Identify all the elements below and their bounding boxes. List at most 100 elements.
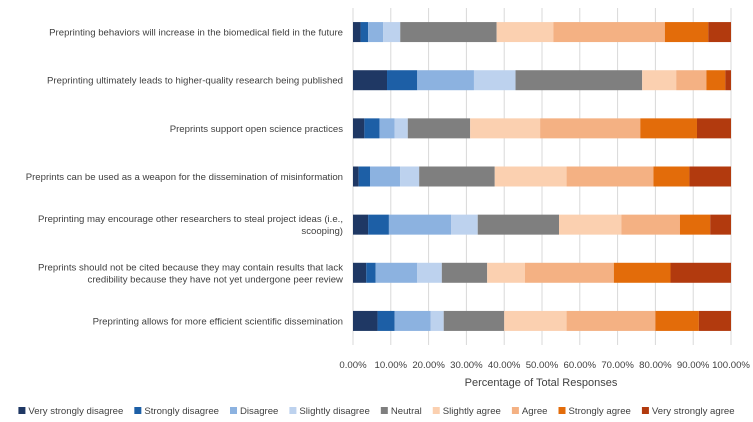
bar-segment <box>430 310 444 331</box>
x-tick-label: 50.00% <box>526 360 559 371</box>
category-label-line: Preprinting ultimately leads to higher-q… <box>47 76 343 87</box>
bar-segment <box>496 22 554 43</box>
legend-label: Strongly agree <box>569 406 631 417</box>
x-tick-labels: 0.00% 10.00% 20.00% 30.00% 40.00% 50.00% 60.00… <box>339 360 750 371</box>
legend-item: Strongly agree <box>558 406 631 417</box>
legend-label: Very strongly disagree <box>28 406 123 417</box>
bar-segment <box>470 118 541 139</box>
bar-segment <box>417 70 474 91</box>
bar-segment <box>358 166 371 187</box>
bar-segment <box>419 166 495 187</box>
bar-segment <box>689 166 731 187</box>
bar-segment <box>706 70 726 91</box>
legend-swatch <box>134 407 142 414</box>
bar-segment <box>353 310 378 331</box>
bar-segment <box>566 166 654 187</box>
legend-label: Slightly agree <box>443 406 501 417</box>
bar-segment <box>473 70 516 91</box>
x-axis-title: Percentage of Total Responses <box>465 377 618 389</box>
x-tick-label: 60.00% <box>564 360 597 371</box>
bar-segment <box>553 22 665 43</box>
x-tick-label: 30.00% <box>450 360 483 371</box>
bar-segment <box>725 70 731 91</box>
bar-segment <box>515 70 643 91</box>
legend-swatch <box>558 407 566 414</box>
bar-segment <box>642 70 677 91</box>
bar-segment <box>487 262 525 283</box>
bar-segment <box>613 262 671 283</box>
x-tick-label: 20.00% <box>412 360 445 371</box>
bar-segment <box>387 70 418 91</box>
legend-item: Agree <box>511 406 548 417</box>
bar-segment <box>400 166 420 187</box>
category-labels: Preprinting behaviors will increase in t… <box>26 28 343 328</box>
legend-swatch <box>432 407 440 414</box>
bar-segment <box>353 166 359 187</box>
bar-segment <box>407 118 471 139</box>
bar-segment <box>379 118 395 139</box>
bar-segment <box>360 22 369 43</box>
legend-label: Disagree <box>240 406 278 417</box>
legend-label: Neutral <box>391 406 422 417</box>
bar-segment <box>451 214 478 235</box>
category-label: Preprinting allows for more efficient sc… <box>93 316 343 327</box>
legend-label: Slightly disagree <box>299 406 369 417</box>
legend-swatch <box>380 407 388 414</box>
x-tick-label: 0.00% <box>339 360 367 371</box>
bar-segment <box>477 214 560 235</box>
bar-segment <box>394 310 431 331</box>
legend-swatch <box>230 407 238 414</box>
bar-segment <box>364 118 380 139</box>
x-tick-label: 70.00% <box>601 360 634 371</box>
category-label-line: credibility because they have not yet un… <box>88 274 344 285</box>
x-tick-label: 10.00% <box>375 360 408 371</box>
bar-segment <box>366 262 376 283</box>
legend-swatch <box>641 407 649 414</box>
bar-segment <box>368 214 389 235</box>
bar-segment <box>664 22 709 43</box>
bar-segment <box>670 262 731 283</box>
category-label: Preprinting may encourage other research… <box>38 214 343 237</box>
bar-segment <box>353 214 369 235</box>
category-label-line: Preprinting allows for more efficient sc… <box>93 316 343 327</box>
x-tick-label: 100.00% <box>712 360 750 371</box>
bar-segment <box>353 262 367 283</box>
bar-segment <box>621 214 680 235</box>
bar-segment <box>676 70 707 91</box>
legend-item: Strongly disagree <box>134 406 219 417</box>
category-label-line: Preprinting behaviors will increase in t… <box>49 28 343 39</box>
bar-segment <box>710 214 731 235</box>
bar-segment <box>400 22 497 43</box>
bar-segment <box>559 214 622 235</box>
legend-label: Strongly disagree <box>144 406 219 417</box>
x-tick-label: 40.00% <box>488 360 521 371</box>
legend-label: Very strongly agree <box>652 406 735 417</box>
bar-segment <box>443 310 505 331</box>
bar-segment <box>655 310 699 331</box>
bar-segment <box>653 166 690 187</box>
bar-segment <box>353 22 361 43</box>
bar-segment <box>494 166 567 187</box>
category-label: Preprints can be used as a weapon for th… <box>26 172 343 183</box>
bar-segment <box>540 118 641 139</box>
category-label-line: scooping) <box>301 226 343 237</box>
bar-segment <box>441 262 488 283</box>
bar-segment <box>504 310 567 331</box>
bars-group <box>353 22 731 331</box>
legend-item: Slightly disagree <box>289 406 370 417</box>
category-label: Preprints should not be cited because th… <box>38 262 343 285</box>
category-label-line: Preprints support open science practices <box>170 124 344 135</box>
category-label-line: Preprints should not be cited because th… <box>38 262 343 273</box>
bar-segment <box>566 310 656 331</box>
bar-segment <box>640 118 697 139</box>
bar-segment <box>708 22 731 43</box>
legend-item: Very strongly disagree <box>18 406 123 417</box>
legend-swatch <box>289 407 297 414</box>
legend-swatch <box>511 407 519 414</box>
bar-segment <box>417 262 442 283</box>
legend-label: Agree <box>522 406 548 417</box>
bar-segment <box>679 214 711 235</box>
bar-segment <box>370 166 401 187</box>
bar-segment <box>383 22 401 43</box>
